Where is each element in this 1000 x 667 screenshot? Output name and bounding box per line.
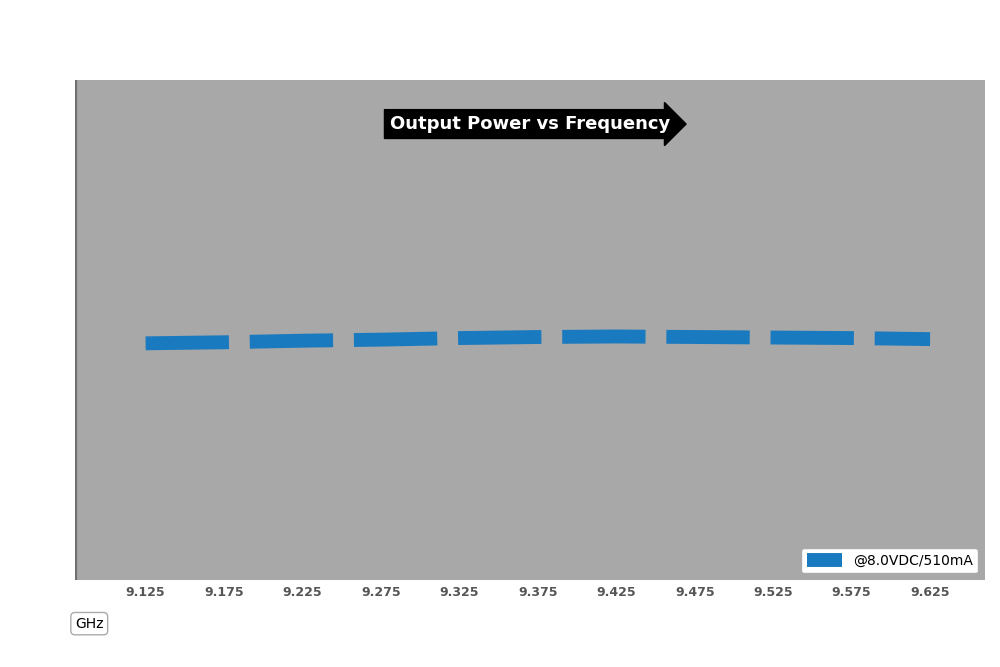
@8.0VDC/510mA xyxy=(218,338,230,346)
@8.0VDC/510mA xyxy=(689,333,701,341)
Line: @8.0VDC/510mA: @8.0VDC/510mA xyxy=(146,336,930,344)
@8.0VDC/510mA xyxy=(924,335,936,343)
@8.0VDC/510mA xyxy=(846,334,858,342)
@8.0VDC/510mA xyxy=(296,337,308,345)
Text: Output Power vs Frequency: Output Power vs Frequency xyxy=(390,115,670,133)
Text: GHz: GHz xyxy=(75,617,104,630)
Text: Output Power vs Frequency: Output Power vs Frequency xyxy=(390,115,670,133)
@8.0VDC/510mA xyxy=(610,332,622,340)
@8.0VDC/510mA xyxy=(767,334,779,342)
@8.0VDC/510mA xyxy=(375,336,387,344)
@8.0VDC/510mA xyxy=(532,333,544,341)
@8.0VDC/510mA xyxy=(453,334,465,342)
Legend: @8.0VDC/510mA: @8.0VDC/510mA xyxy=(801,548,978,574)
@8.0VDC/510mA xyxy=(140,340,152,348)
